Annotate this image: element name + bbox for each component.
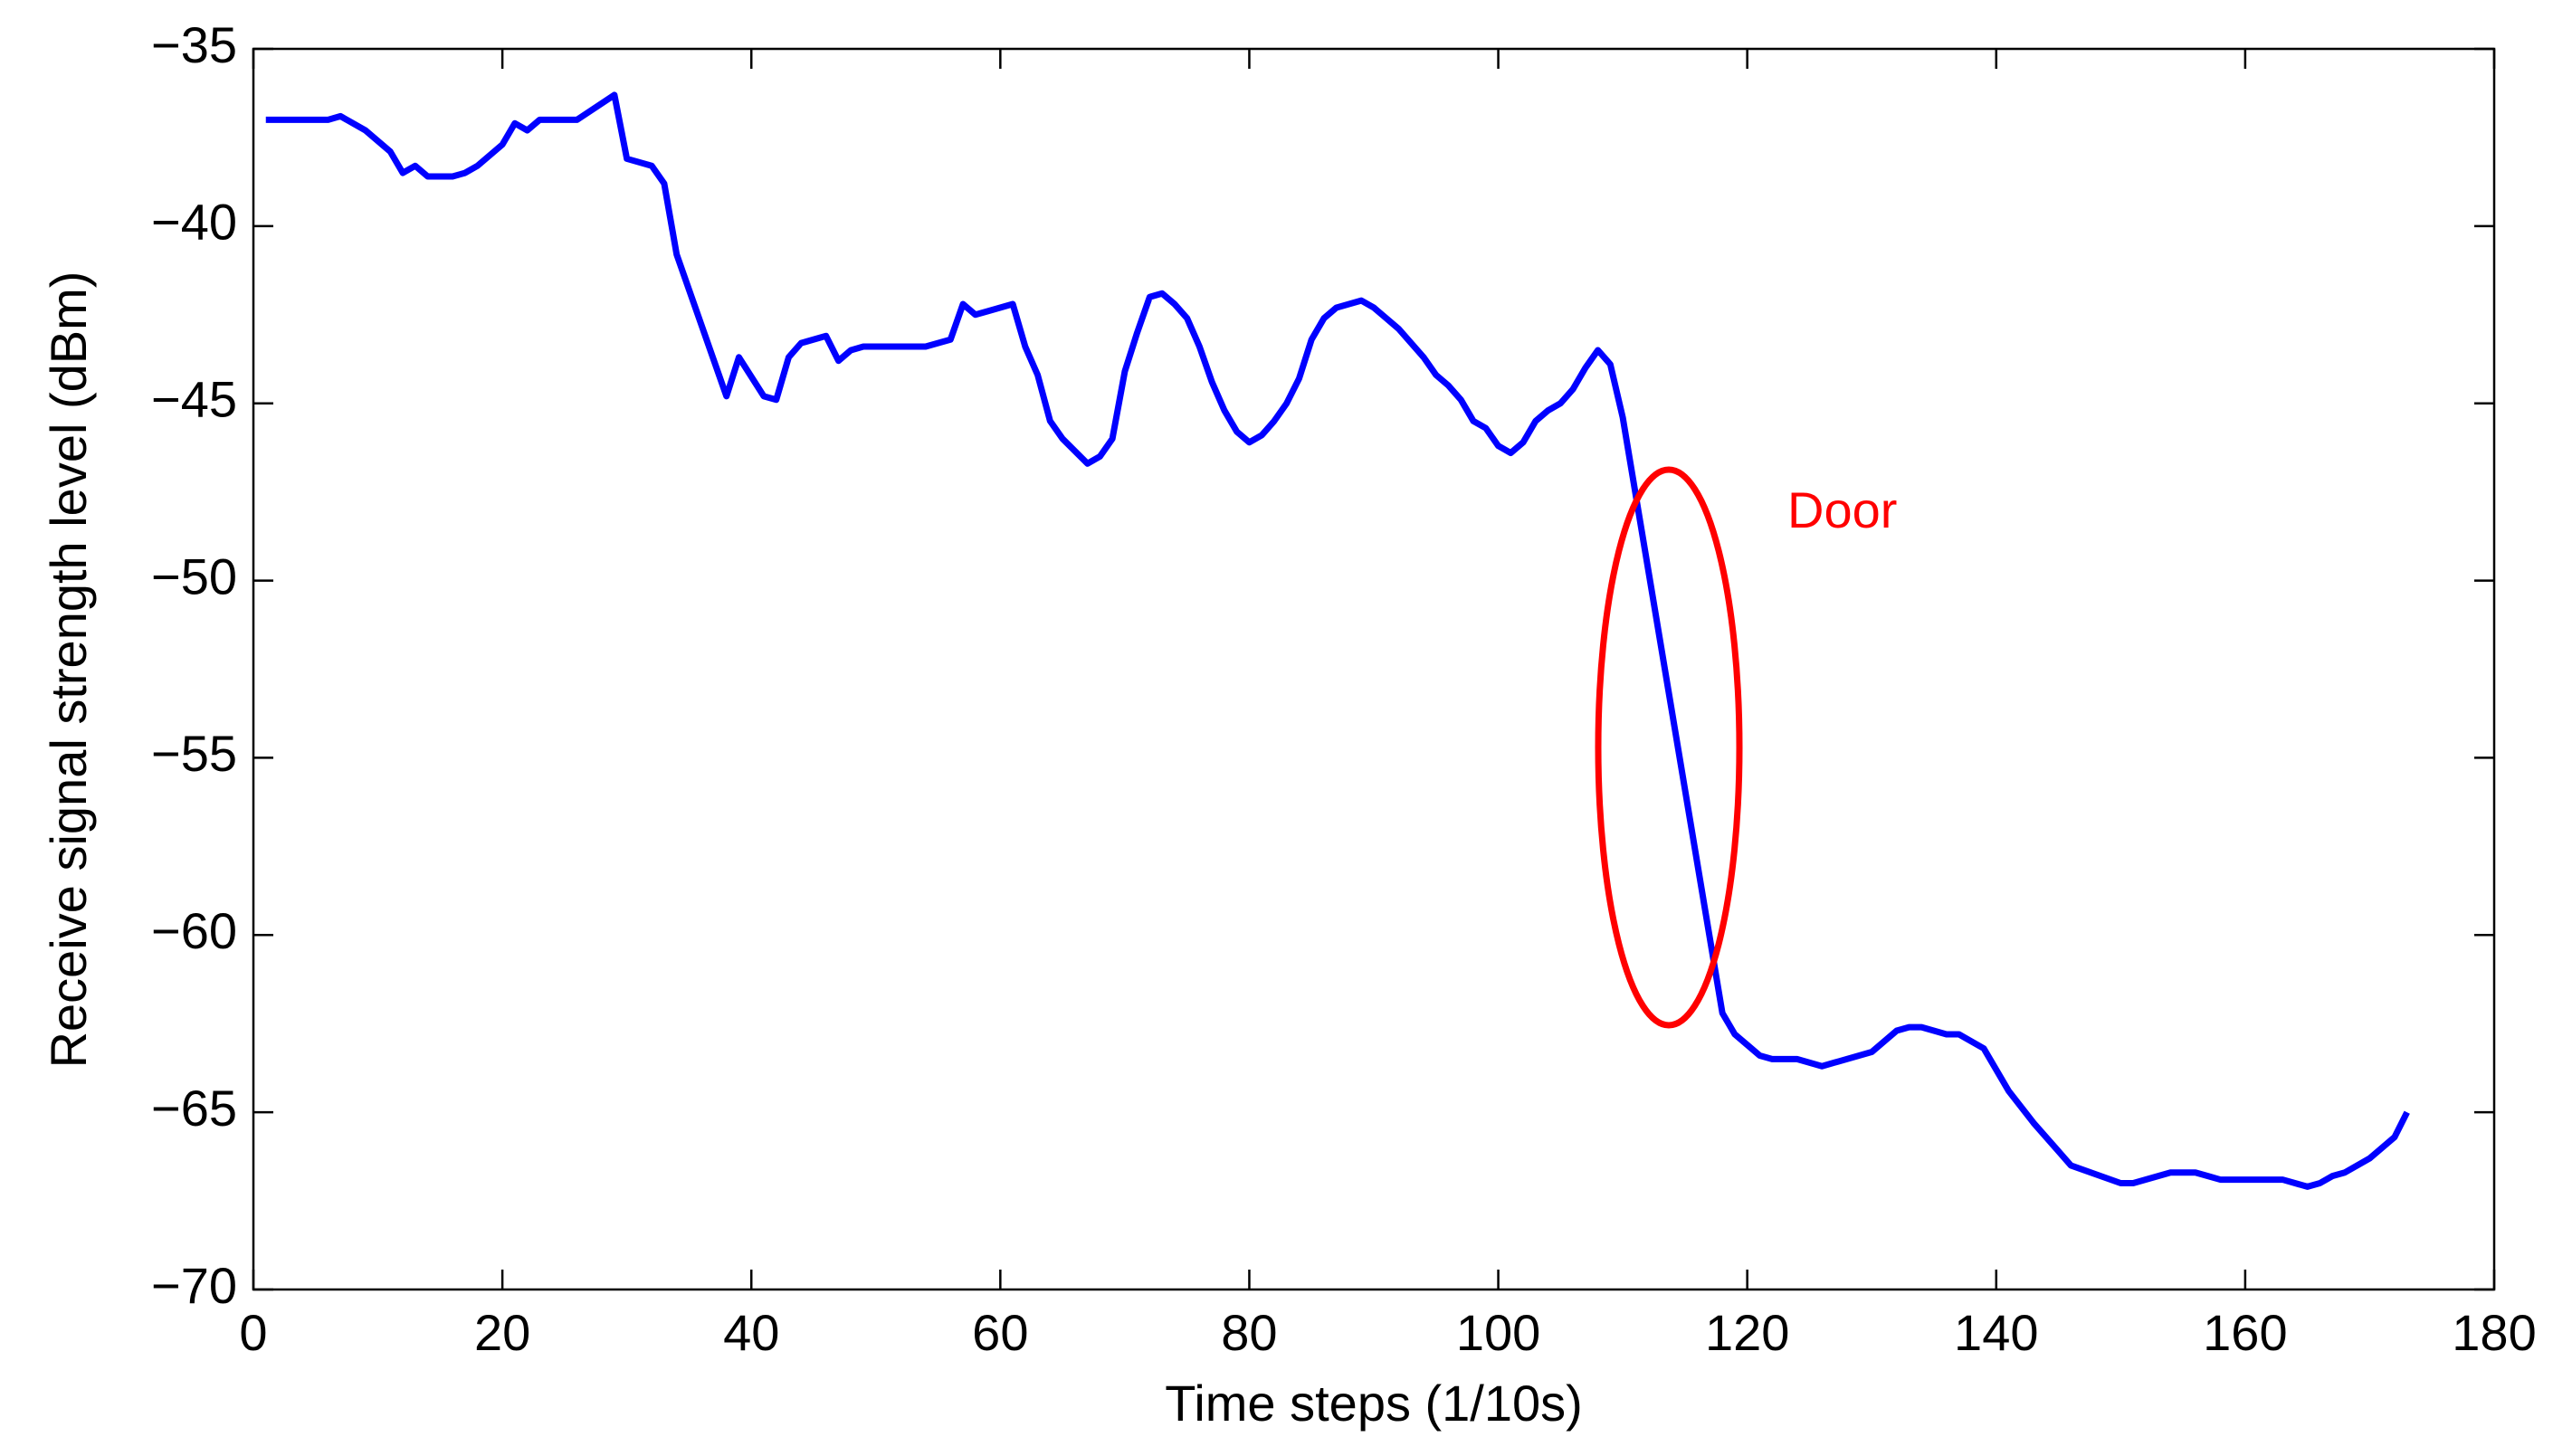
- x-tick-label: 80: [1221, 1304, 1277, 1361]
- annotation: Door: [1787, 481, 1897, 538]
- y-tick-label: −55: [151, 725, 237, 782]
- y-tick-label: −70: [151, 1257, 237, 1314]
- y-axis-label: Receive signal strength level (dBm): [40, 271, 97, 1069]
- x-tick-label: 160: [2203, 1304, 2287, 1361]
- y-tick-label: −60: [151, 902, 237, 959]
- x-tick-label: 60: [972, 1304, 1028, 1361]
- x-tick-label: 140: [1954, 1304, 2038, 1361]
- y-tick-label: −35: [151, 16, 237, 73]
- y-tick-label: −65: [151, 1080, 237, 1137]
- x-tick-label: 100: [1456, 1304, 1540, 1361]
- x-tick-label: 120: [1705, 1304, 1789, 1361]
- line-series: [265, 91, 2410, 1190]
- x-tick-label: 180: [2452, 1304, 2536, 1361]
- x-axis-label: Time steps (1/10s): [1165, 1375, 1583, 1432]
- marks: [265, 91, 2410, 1190]
- y-tick-label: −45: [151, 371, 237, 428]
- x-tick-label: 40: [723, 1304, 779, 1361]
- x-tick-label: 0: [239, 1304, 267, 1361]
- door-ellipse: [1595, 466, 1743, 1029]
- y-tick-label: −50: [151, 547, 237, 604]
- x-tick-label: 20: [474, 1304, 530, 1361]
- plot-area: [252, 47, 2496, 1291]
- y-tick-label: −40: [151, 194, 237, 251]
